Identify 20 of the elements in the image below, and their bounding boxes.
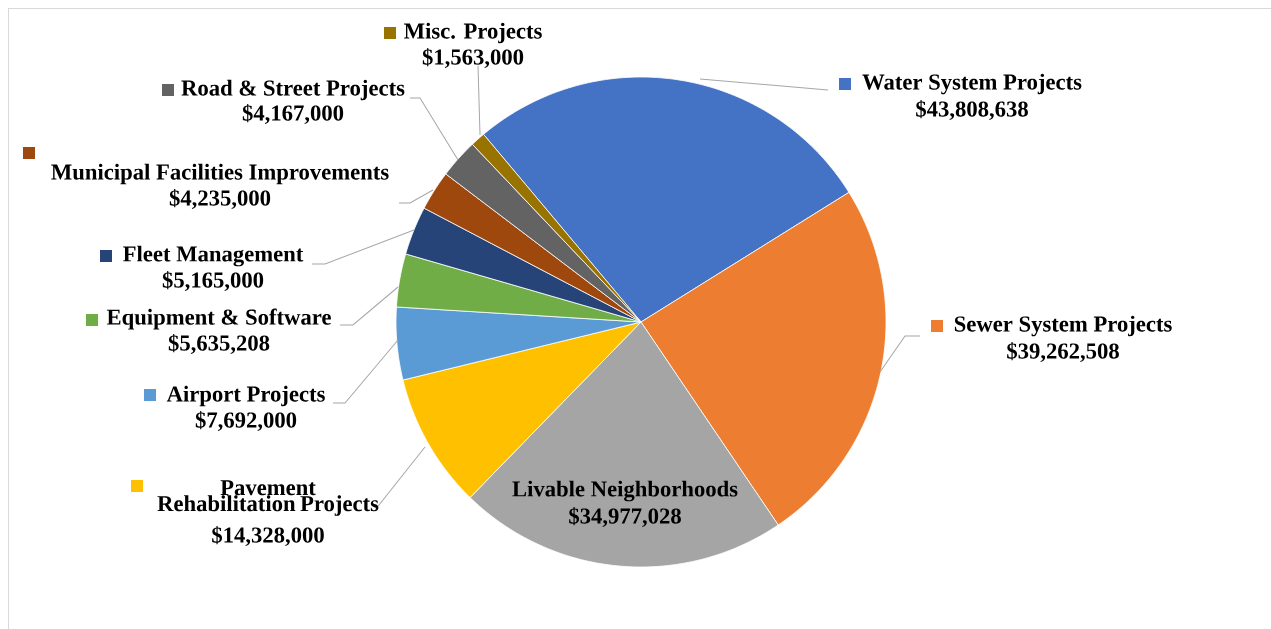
- legend-label: Equipment & Software: [106, 308, 331, 330]
- legend-label: Misc. Projects: [404, 22, 542, 44]
- data-label: $5,635,208: [168, 334, 270, 354]
- slice-label: Livable Neighborhoods: [512, 480, 738, 502]
- legend-label: Sewer System Projects: [954, 315, 1172, 337]
- data-label: $39,262,508: [1007, 342, 1119, 362]
- legend-label: Airport Projects: [166, 385, 325, 407]
- legend-label: Water System Projects: [862, 73, 1082, 95]
- slice-label: Municipal Facilities Improvements: [51, 163, 389, 185]
- legend-label: Fleet Management: [123, 245, 304, 267]
- data-label: $4,167,000: [242, 104, 344, 124]
- slice-label: Pavement Rehabilitation Projects: [157, 480, 379, 516]
- data-label: $34,977,028: [569, 507, 681, 527]
- data-label: $43,808,638: [916, 100, 1028, 120]
- data-label: $7,692,000: [195, 411, 297, 431]
- data-label: $1,563,000: [422, 48, 524, 68]
- data-label: $4,235,000: [169, 189, 271, 209]
- legend-label: Road & Street Projects: [181, 79, 405, 101]
- data-label: $5,165,000: [162, 271, 264, 291]
- data-label: $14,328,000: [212, 526, 324, 546]
